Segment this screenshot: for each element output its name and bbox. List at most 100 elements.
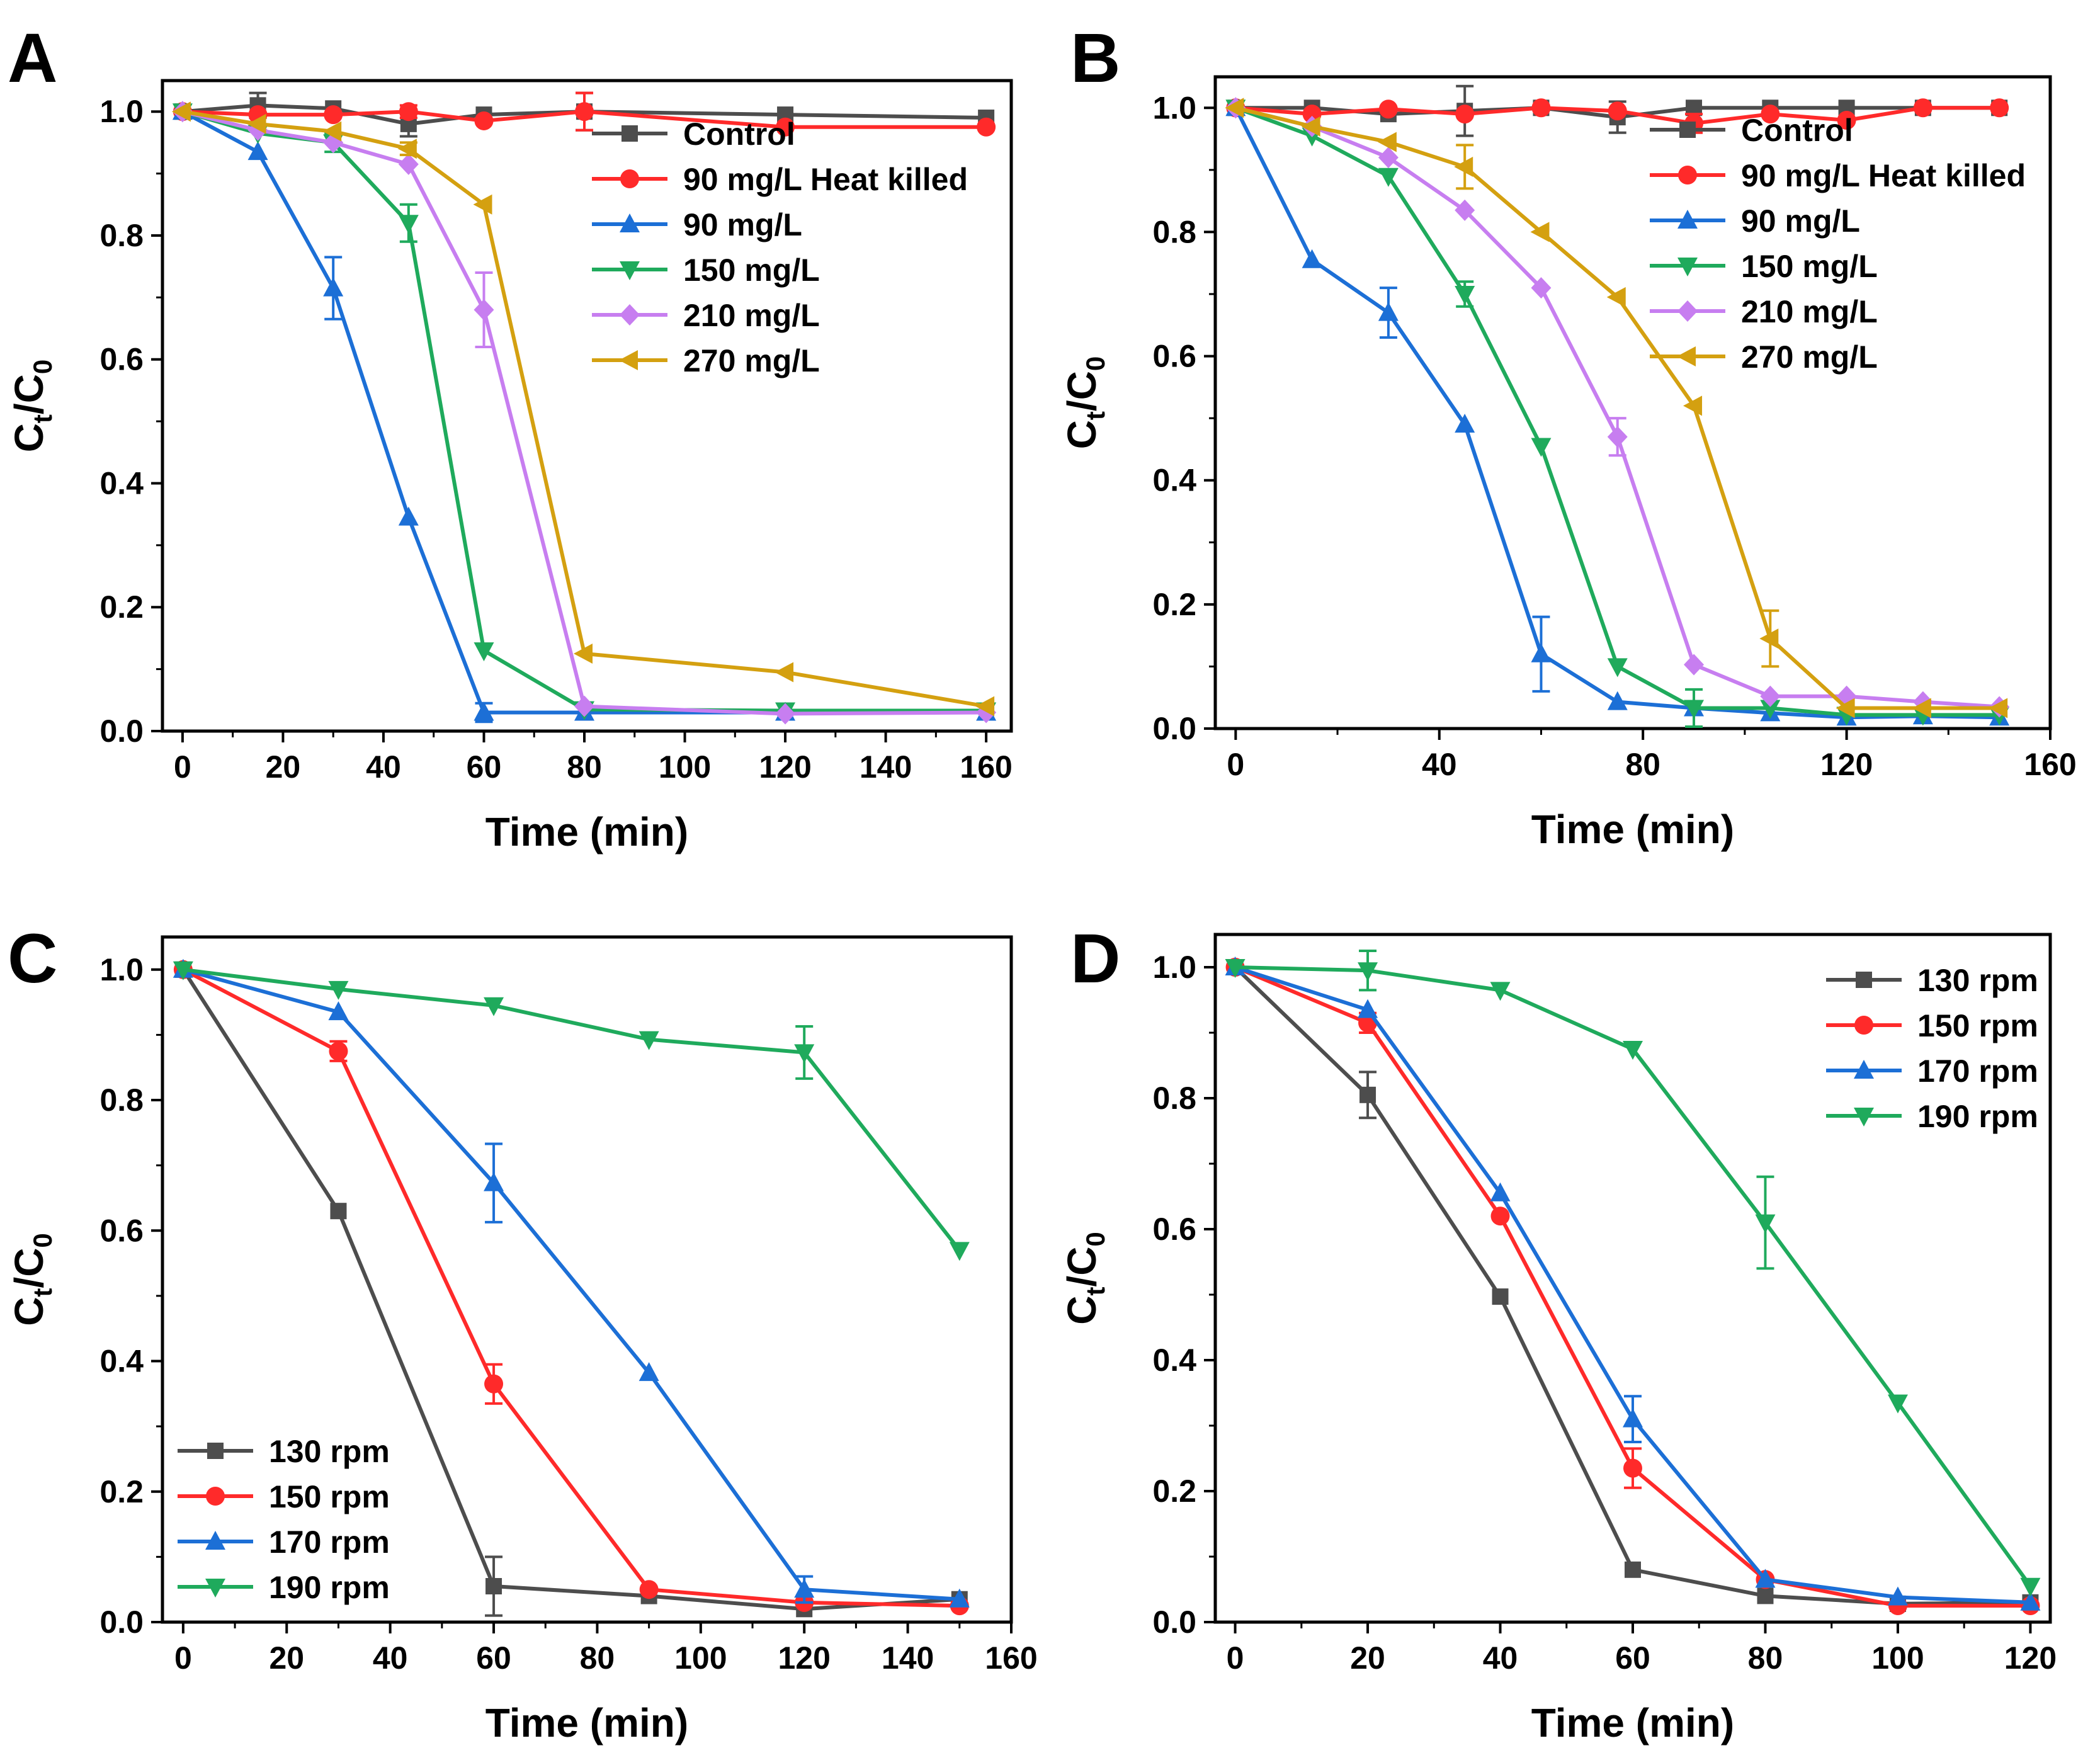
x-tick-label: 60 [1615, 1640, 1650, 1676]
legend-label: 90 mg/L [683, 207, 802, 242]
data-point [1607, 691, 1628, 710]
series-line [182, 110, 987, 713]
data-point [398, 215, 419, 234]
legend-label: Control [683, 116, 795, 152]
panel-c: C 0 20 40 60 80 100 120 140 160 0.0 0.2 0.4 0.6 0.8 1.0… [6, 920, 1038, 1746]
data-point [1837, 111, 1856, 130]
legend-marker [1678, 166, 1697, 185]
legend-marker [1677, 346, 1696, 366]
data-point [1760, 685, 1781, 707]
legend-marker [620, 169, 639, 188]
series-170-rpm [1225, 957, 2041, 1611]
legend-marker [621, 125, 638, 142]
panel-label: C [8, 920, 57, 997]
y-tick-label: 1.0 [99, 952, 144, 987]
data-point [1225, 959, 1246, 978]
x-tick-label: 0 [174, 1640, 192, 1676]
data-point [1378, 167, 1399, 187]
data-point [171, 101, 191, 122]
data-point [484, 1374, 504, 1394]
legend-label: 150 rpm [1917, 1008, 2038, 1043]
data-point [397, 139, 417, 159]
y-tick-label: 0.4 [99, 465, 144, 501]
data-point [329, 1042, 348, 1061]
data-point [1755, 1569, 1776, 1588]
series-line [1234, 106, 2000, 720]
series-line [182, 968, 960, 1608]
series-line [182, 103, 987, 126]
legend-marker [1854, 1060, 1874, 1079]
data-point [1455, 199, 1475, 221]
data-point [639, 1580, 659, 1599]
data-point [474, 111, 494, 130]
data-point [1757, 1587, 1774, 1604]
y-tick-label: 0.8 [99, 1082, 144, 1118]
series-line [181, 968, 960, 1611]
data-point [1989, 698, 2008, 718]
data-point [1608, 101, 1627, 121]
y-tick-label: 0.6 [99, 342, 144, 377]
legend-marker [1854, 1108, 1874, 1127]
series-line [1235, 106, 2000, 709]
legend-marker [1856, 972, 1872, 988]
legend-label: 90 mg/L Heat killed [1741, 158, 2026, 193]
data-point [1378, 99, 1398, 119]
data-point [1623, 1408, 1643, 1428]
series-line [182, 110, 987, 716]
legend-marker [207, 1443, 224, 1459]
data-point [1836, 698, 1855, 718]
data-point [1492, 1288, 1509, 1305]
data-point [794, 1044, 815, 1064]
y-tick-label: 0.8 [1152, 1081, 1196, 1116]
legend: 130 rpm 150 rpm 170 rpm 190 rpm [1826, 963, 2038, 1134]
series-270-mg-l [1225, 98, 2008, 718]
data-point [1531, 98, 1551, 118]
data-point [639, 1031, 659, 1050]
legend-label: 170 rpm [269, 1524, 390, 1560]
x-tick-label: 160 [985, 1640, 1037, 1676]
series-190-rpm [1225, 950, 2041, 1597]
data-point [484, 1172, 504, 1191]
data-point [1490, 982, 1511, 1001]
data-point [977, 117, 996, 137]
legend-label: 90 mg/L [1741, 203, 1860, 239]
data-point [1531, 643, 1552, 662]
data-point [484, 997, 504, 1016]
data-point [1378, 147, 1399, 169]
y-axis-label-part: t [1081, 1287, 1110, 1296]
data-point [1887, 1586, 1908, 1606]
panel-b: B 0 40 80 120 160 0.0 0.2 0.4 0.6 0.8 1.0 Time (min)… [1059, 20, 2077, 852]
data-point [575, 102, 594, 122]
x-tick-label: 40 [366, 749, 401, 785]
legend-label: 130 rpm [269, 1434, 390, 1469]
y-tick-label: 0.8 [1152, 214, 1196, 249]
y-tick-label: 0.4 [1152, 1343, 1196, 1378]
data-point [330, 1203, 347, 1220]
y-tick-label: 0.6 [99, 1213, 144, 1248]
data-point [574, 695, 595, 717]
y-tick-label: 1.0 [99, 94, 144, 129]
y-tick-label: 1.0 [1152, 950, 1196, 985]
plot-frame [161, 935, 1013, 1624]
x-tick-label: 0 [1227, 747, 1244, 782]
data-point [949, 1588, 970, 1608]
x-tick-label: 0 [1227, 1640, 1244, 1676]
y-tick-label: 0.0 [1152, 711, 1196, 746]
data-point [574, 644, 593, 664]
legend: Control 90 mg/L Heat killed 90 mg/L 150 mg/… [1650, 113, 2026, 375]
legend-marker [1677, 210, 1698, 229]
x-tick-label: 40 [1483, 1640, 1518, 1676]
data-point [1887, 1394, 1908, 1414]
data-point [1455, 414, 1475, 433]
legend-marker [620, 304, 640, 326]
data-point [775, 662, 794, 683]
data-point [2020, 1577, 2041, 1597]
legend: Control 90 mg/L Heat killed 90 mg/L 150 mg/… [592, 116, 968, 378]
series-line [182, 110, 987, 708]
legend-label: 270 mg/L [683, 343, 820, 378]
y-axis-label-part: C [1059, 1296, 1104, 1325]
legend-label: 170 rpm [1917, 1053, 2038, 1089]
data-point [1623, 1041, 1643, 1060]
legend-label: 150 mg/L [683, 253, 820, 288]
data-point [1607, 426, 1628, 448]
